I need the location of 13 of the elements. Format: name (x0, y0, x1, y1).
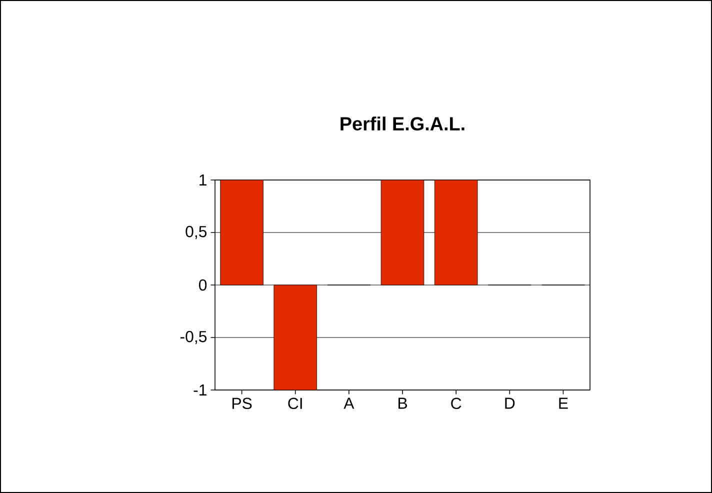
y-tick-label: 0 (198, 279, 207, 291)
x-tick-label: B (398, 398, 407, 409)
x-tick-label: CI (288, 398, 302, 410)
x-tick-label: A (344, 398, 354, 409)
x-tick-label: E (559, 398, 568, 409)
y-tick-label: 0,5 (186, 226, 207, 240)
y-tick-label: -1 (194, 384, 206, 396)
chart-title: Perfil E.G.A.L. (340, 116, 464, 131)
y-tick-label: -0,5 (180, 330, 207, 344)
x-tick-label: D (505, 398, 515, 409)
y-tick-label: 1 (200, 174, 206, 186)
x-tick-label: C (451, 398, 462, 410)
x-tick-label: PS (232, 398, 252, 410)
